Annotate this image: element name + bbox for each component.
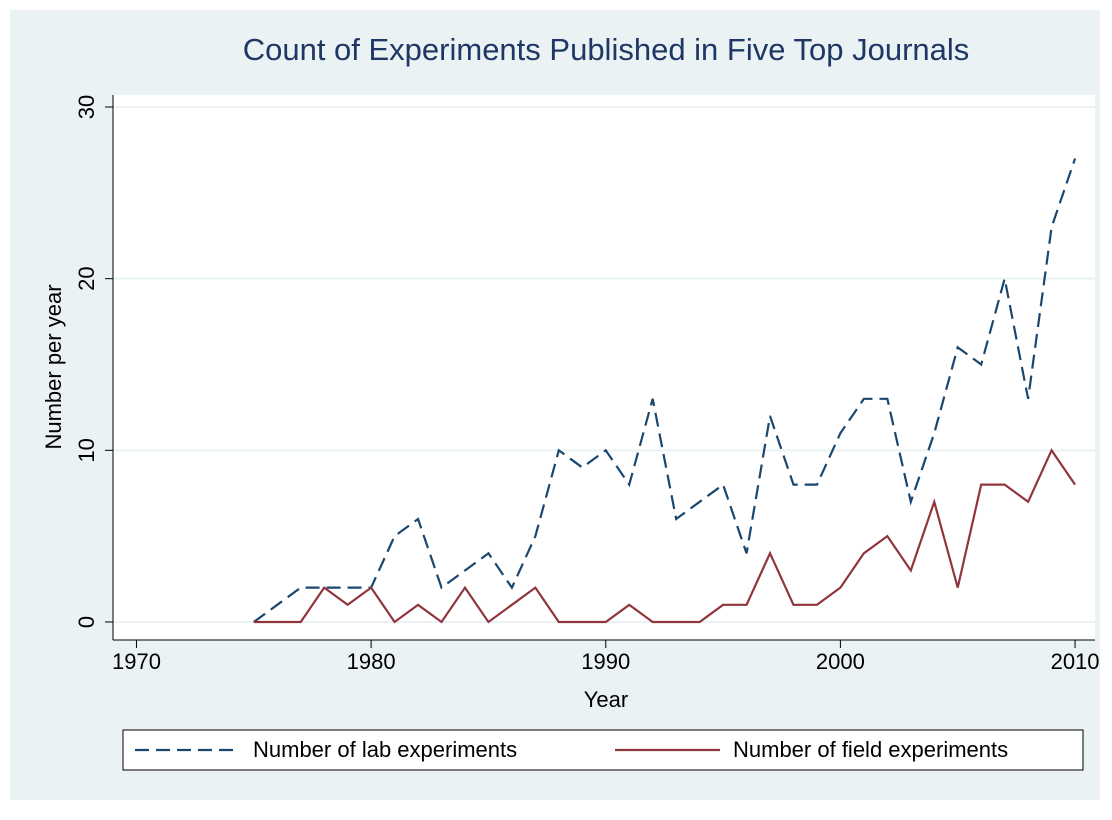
y-tick-label: 10 <box>74 438 99 462</box>
x-tick-label: 1990 <box>581 649 630 674</box>
x-axis-title: Year <box>584 687 628 712</box>
chart-title: Count of Experiments Published in Five T… <box>243 32 970 67</box>
legend-label: Number of lab experiments <box>253 737 517 762</box>
x-tick-label: 1970 <box>112 649 161 674</box>
y-tick-label: 20 <box>74 266 99 290</box>
plot-area <box>113 95 1095 640</box>
legend <box>122 729 1084 771</box>
y-tick-label: 0 <box>74 616 99 628</box>
x-tick-label: 2000 <box>816 649 865 674</box>
series-line <box>253 158 1077 623</box>
y-axis-title: Number per year <box>41 284 66 449</box>
x-tick-label: 1980 <box>347 649 396 674</box>
y-tick-label: 30 <box>74 95 99 119</box>
series-line <box>253 448 1076 624</box>
x-tick-label: 2010 <box>1051 649 1100 674</box>
legend-label: Number of field experiments <box>733 737 1008 762</box>
